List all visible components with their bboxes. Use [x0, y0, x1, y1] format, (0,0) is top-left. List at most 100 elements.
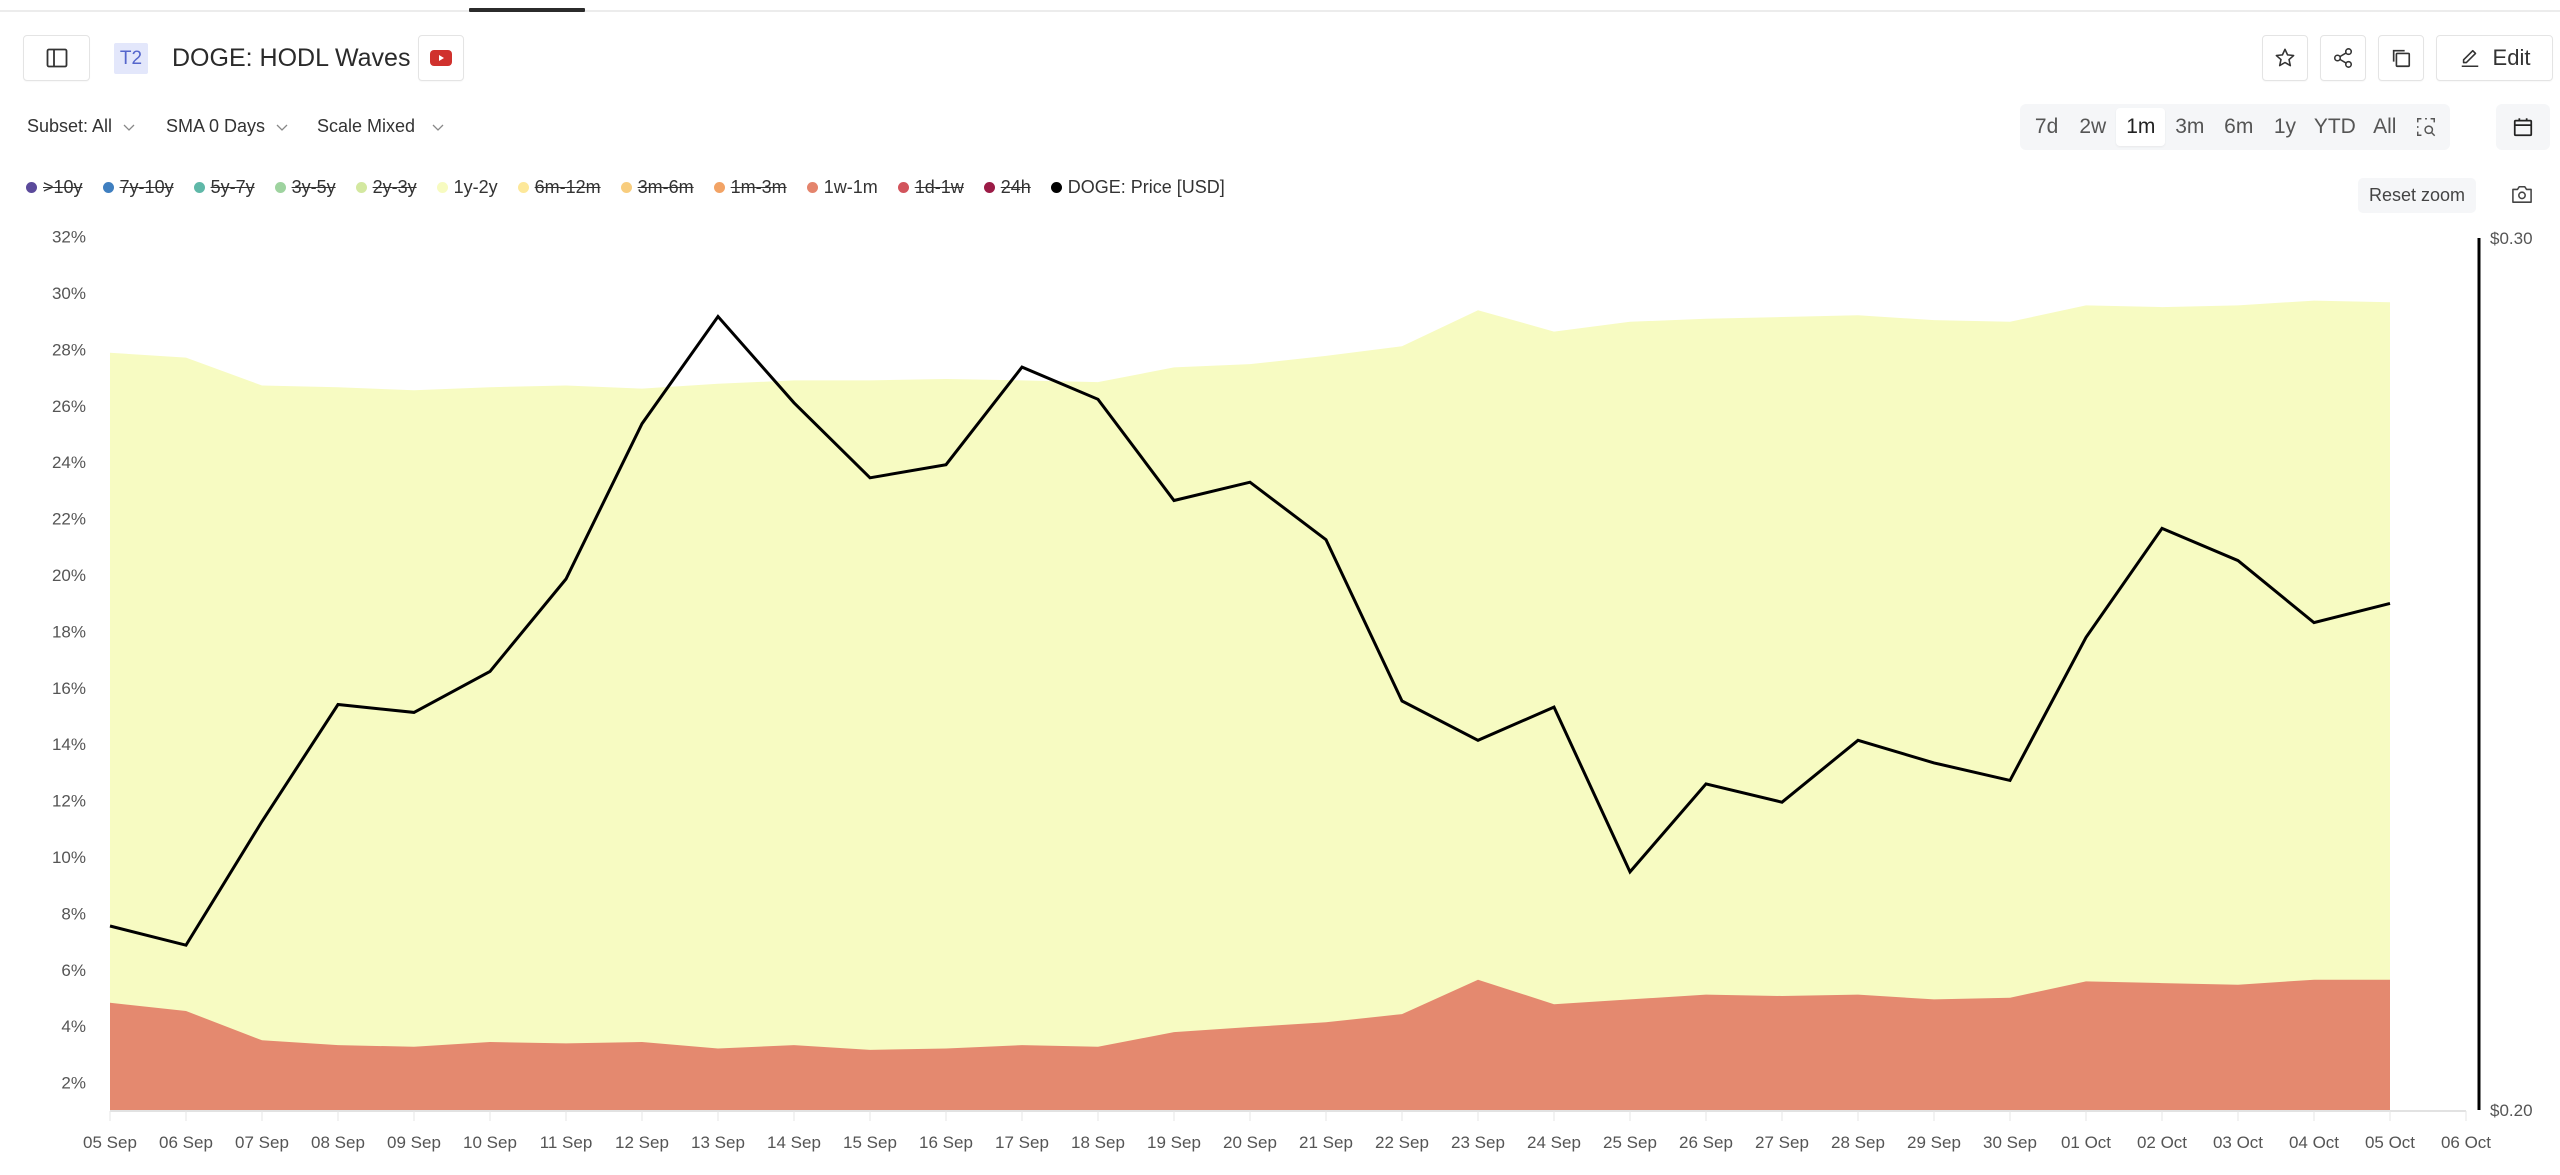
x-tick-label: 08 Sep: [311, 1133, 365, 1152]
x-tick-label: 21 Sep: [1299, 1133, 1353, 1152]
legend-item[interactable]: 7y-10y: [102, 176, 174, 198]
y-tick-label: 32%: [52, 228, 86, 247]
y-tick-label: 2%: [61, 1074, 86, 1093]
range-1y[interactable]: 1y: [2273, 115, 2297, 138]
sidebar-icon: [46, 48, 67, 68]
sma-dropdown[interactable]: SMA 0 Days: [166, 116, 289, 137]
range-3m[interactable]: 3m: [2175, 115, 2205, 138]
x-tick-label: 05 Oct: [2365, 1133, 2415, 1152]
legend-dot-icon: [102, 181, 114, 193]
area-1w-1m: [110, 979, 2390, 1110]
legend-item[interactable]: 2y-3y: [355, 176, 417, 198]
right-price-axis: $0.30 $0.20: [2477, 229, 2533, 1120]
x-tick-label: 10 Sep: [463, 1133, 517, 1152]
legend-item[interactable]: 3m-6m: [620, 177, 694, 198]
range-2w[interactable]: 2w: [2079, 115, 2107, 138]
legend-item[interactable]: 3y-5y: [274, 177, 336, 198]
legend-dot-icon: [983, 181, 995, 193]
legend-item[interactable]: 6m-12m: [517, 177, 601, 198]
legend-item[interactable]: 1w-1m: [806, 176, 878, 198]
legend-item[interactable]: DOGE: Price [USD]: [1050, 176, 1225, 198]
legend-label: 1y-2y: [453, 176, 498, 197]
legend-item[interactable]: 5y-7y: [193, 177, 255, 198]
legend-item[interactable]: >10y: [26, 177, 83, 198]
legend-item[interactable]: 1d-1w: [897, 176, 964, 198]
x-tick-label: 18 Sep: [1071, 1133, 1125, 1152]
legend-dot-icon: [26, 181, 37, 193]
chevron-down-icon: [432, 124, 444, 131]
scale-label: Scale Mixed: [317, 116, 416, 136]
legend-label: 7y-10y: [119, 176, 174, 197]
y-tick-label: 22%: [52, 510, 86, 529]
x-tick-label: 01 Oct: [2061, 1133, 2111, 1152]
scale-dropdown[interactable]: Scale Mixed: [317, 116, 445, 137]
range-6m[interactable]: 6m: [2224, 115, 2254, 138]
camera-icon: [2512, 185, 2532, 203]
subset-dropdown[interactable]: Subset: All: [27, 116, 136, 137]
legend-dot-icon: [274, 181, 286, 193]
copy-icon: [2392, 49, 2411, 68]
pencil-icon: [2461, 49, 2478, 68]
range-7d[interactable]: 7d: [2034, 115, 2059, 138]
duplicate-button[interactable]: [2378, 35, 2424, 81]
x-tick-label: 14 Sep: [767, 1133, 821, 1152]
chevron-down-icon: [123, 124, 135, 131]
zoom-select-button[interactable]: [2406, 108, 2446, 146]
glassnode-watermark: glassnode: [907, 552, 1666, 726]
top-divider: [0, 10, 2560, 12]
range-all[interactable]: All: [2373, 115, 2397, 138]
legend-label: 1w-1m: [823, 176, 878, 197]
legend-label: 2y-3y: [372, 176, 417, 197]
page-title: DOGE: HODL Waves: [172, 44, 411, 72]
legend-item[interactable]: 1y-2y: [436, 176, 498, 198]
x-tick-label: 29 Sep: [1907, 1133, 1961, 1152]
price-tick-max: $0.30: [2490, 229, 2533, 248]
x-tick-label: 30 Sep: [1983, 1133, 2037, 1152]
legend-dot-icon: [436, 181, 448, 193]
share-button[interactable]: [2320, 35, 2366, 81]
active-tab-indicator: [469, 8, 585, 12]
x-tick-label: 09 Sep: [387, 1133, 441, 1152]
y-tick-label: 4%: [61, 1017, 86, 1036]
x-tick-label: 26 Sep: [1679, 1133, 1733, 1152]
x-tick-label: 11 Sep: [540, 1133, 593, 1152]
range-1m[interactable]: 1m: [2116, 108, 2166, 146]
youtube-video-button[interactable]: [418, 35, 464, 81]
x-tick-label: 15 Sep: [843, 1133, 897, 1152]
x-tick-label: 27 Sep: [1755, 1133, 1809, 1152]
x-tick-label: 03 Oct: [2213, 1133, 2263, 1152]
y-tick-label: 6%: [61, 961, 86, 980]
x-tick-label: 24 Sep: [1527, 1133, 1581, 1152]
share-icon: [2333, 48, 2353, 68]
x-tick-label: 04 Oct: [2289, 1133, 2339, 1152]
legend-label: 1d-1w: [914, 176, 964, 197]
x-tick-label: 07 Sep: [235, 1133, 289, 1152]
left-y-axis: 2% 4% 6% 8% 10% 12% 14% 16% 18% 20% 22% 24% 26% 28% 30…: [52, 228, 86, 1093]
legend-item[interactable]: 1m-3m: [713, 176, 787, 198]
favorite-button[interactable]: [2262, 35, 2308, 81]
legend-label: >10y: [43, 176, 83, 197]
legend-label: DOGE: Price [USD]: [1067, 176, 1225, 197]
x-tick-label: 17 Sep: [995, 1133, 1049, 1152]
star-icon: [2275, 48, 2295, 67]
y-tick-label: 18%: [52, 622, 86, 641]
screenshot-button[interactable]: [2508, 180, 2536, 208]
reset-zoom-button[interactable]: Reset zoom: [2358, 178, 2476, 213]
legend-item[interactable]: 24h: [983, 177, 1031, 198]
chart-legend: >10y 7y-10y 5y-7y 3y-5y 2y-3y 1y-2y 6m-12m 3m-6…: [26, 174, 1245, 200]
price-line: [109, 314, 2391, 947]
legend-label: 1m-3m: [730, 176, 787, 197]
legend-dot-icon: [806, 181, 818, 193]
edit-button[interactable]: Edit: [2436, 35, 2553, 81]
date-picker-button[interactable]: [2496, 104, 2550, 150]
calendar-icon: [2513, 118, 2533, 137]
toggle-sidebar-button[interactable]: [23, 35, 90, 81]
x-tick-label: 19 Sep: [1147, 1133, 1201, 1152]
range-ytd[interactable]: YTD: [2313, 115, 2356, 138]
y-tick-label: 30%: [52, 284, 86, 303]
x-tick-label: 02 Oct: [2137, 1133, 2187, 1152]
x-tick-label: 22 Sep: [1375, 1133, 1429, 1152]
y-tick-label: 8%: [61, 904, 86, 923]
legend-dot-icon: [355, 181, 367, 193]
x-tick-label: 06 Oct: [2441, 1133, 2491, 1152]
